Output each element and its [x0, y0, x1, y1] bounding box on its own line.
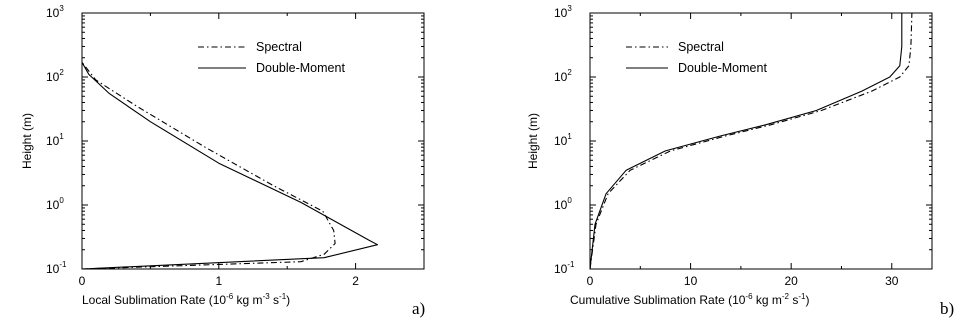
- y-tick-label: 102: [554, 68, 572, 84]
- y-tick-label: 101: [46, 132, 64, 148]
- y-tick-labels-a: 10-1 100 101 102 103: [46, 4, 67, 276]
- series-line-spectral-b: [589, 12, 913, 270]
- x-tick-label: 0: [587, 274, 594, 288]
- x-tick-label: 20: [784, 274, 798, 288]
- ticks-b: [589, 12, 932, 270]
- legend-label-double-moment-b: Double-Moment: [678, 61, 767, 75]
- ticks-a: [81, 12, 425, 270]
- x-axis-title-a: Local Sublimation Rate (10-6 kg m-3 s-1): [82, 292, 290, 307]
- x-tick-labels-a: 0 1 2: [79, 274, 360, 288]
- plot-frame-b: [589, 12, 933, 270]
- x-axis-title-b: Cumulative Sublimation Rate (10-6 kg m-2…: [570, 292, 809, 307]
- series-line-spectral-a: [81, 61, 336, 270]
- y-tick-label: 10-1: [554, 260, 575, 276]
- x-tick-label: 2: [352, 274, 359, 288]
- panel-label-b: b): [940, 299, 954, 318]
- y-tick-labels-b: 10-1 100 101 102 103: [554, 4, 575, 276]
- x-tick-label: 30: [885, 274, 899, 288]
- x-tick-label: 1: [215, 274, 222, 288]
- plot-frame-a: [81, 12, 425, 270]
- x-tick-label: 0: [79, 274, 86, 288]
- panel-label-a: a): [412, 299, 425, 318]
- series-line-double-moment-a: [81, 62, 379, 270]
- y-axis-title-a: Height (m): [20, 113, 34, 169]
- y-tick-label: 10-1: [46, 260, 67, 276]
- panel-b: 10-1 100 101 102 103 0 10 20 30 Spectral Double…: [526, 4, 954, 318]
- series-lines-b: [589, 12, 913, 270]
- series-lines-a: [81, 61, 379, 270]
- y-tick-label: 102: [46, 68, 64, 84]
- y-axis-title-b: Height (m): [526, 113, 540, 169]
- x-tick-labels-b: 0 10 20 30: [587, 274, 899, 288]
- panel-a: 10-1 100 101 102 103 0 1 2 Spectral Double-Mom…: [20, 4, 425, 318]
- y-tick-label: 100: [46, 196, 64, 212]
- y-tick-label: 100: [554, 196, 572, 212]
- series-line-double-moment-b: [589, 13, 903, 270]
- legend-label-double-moment-a: Double-Moment: [256, 61, 345, 75]
- y-tick-label: 101: [554, 132, 572, 148]
- legend-label-spectral-b: Spectral: [678, 40, 724, 54]
- y-tick-label: 103: [554, 4, 572, 20]
- legend-label-spectral-a: Spectral: [256, 40, 302, 54]
- y-tick-label: 103: [46, 4, 64, 20]
- x-tick-label: 10: [684, 274, 698, 288]
